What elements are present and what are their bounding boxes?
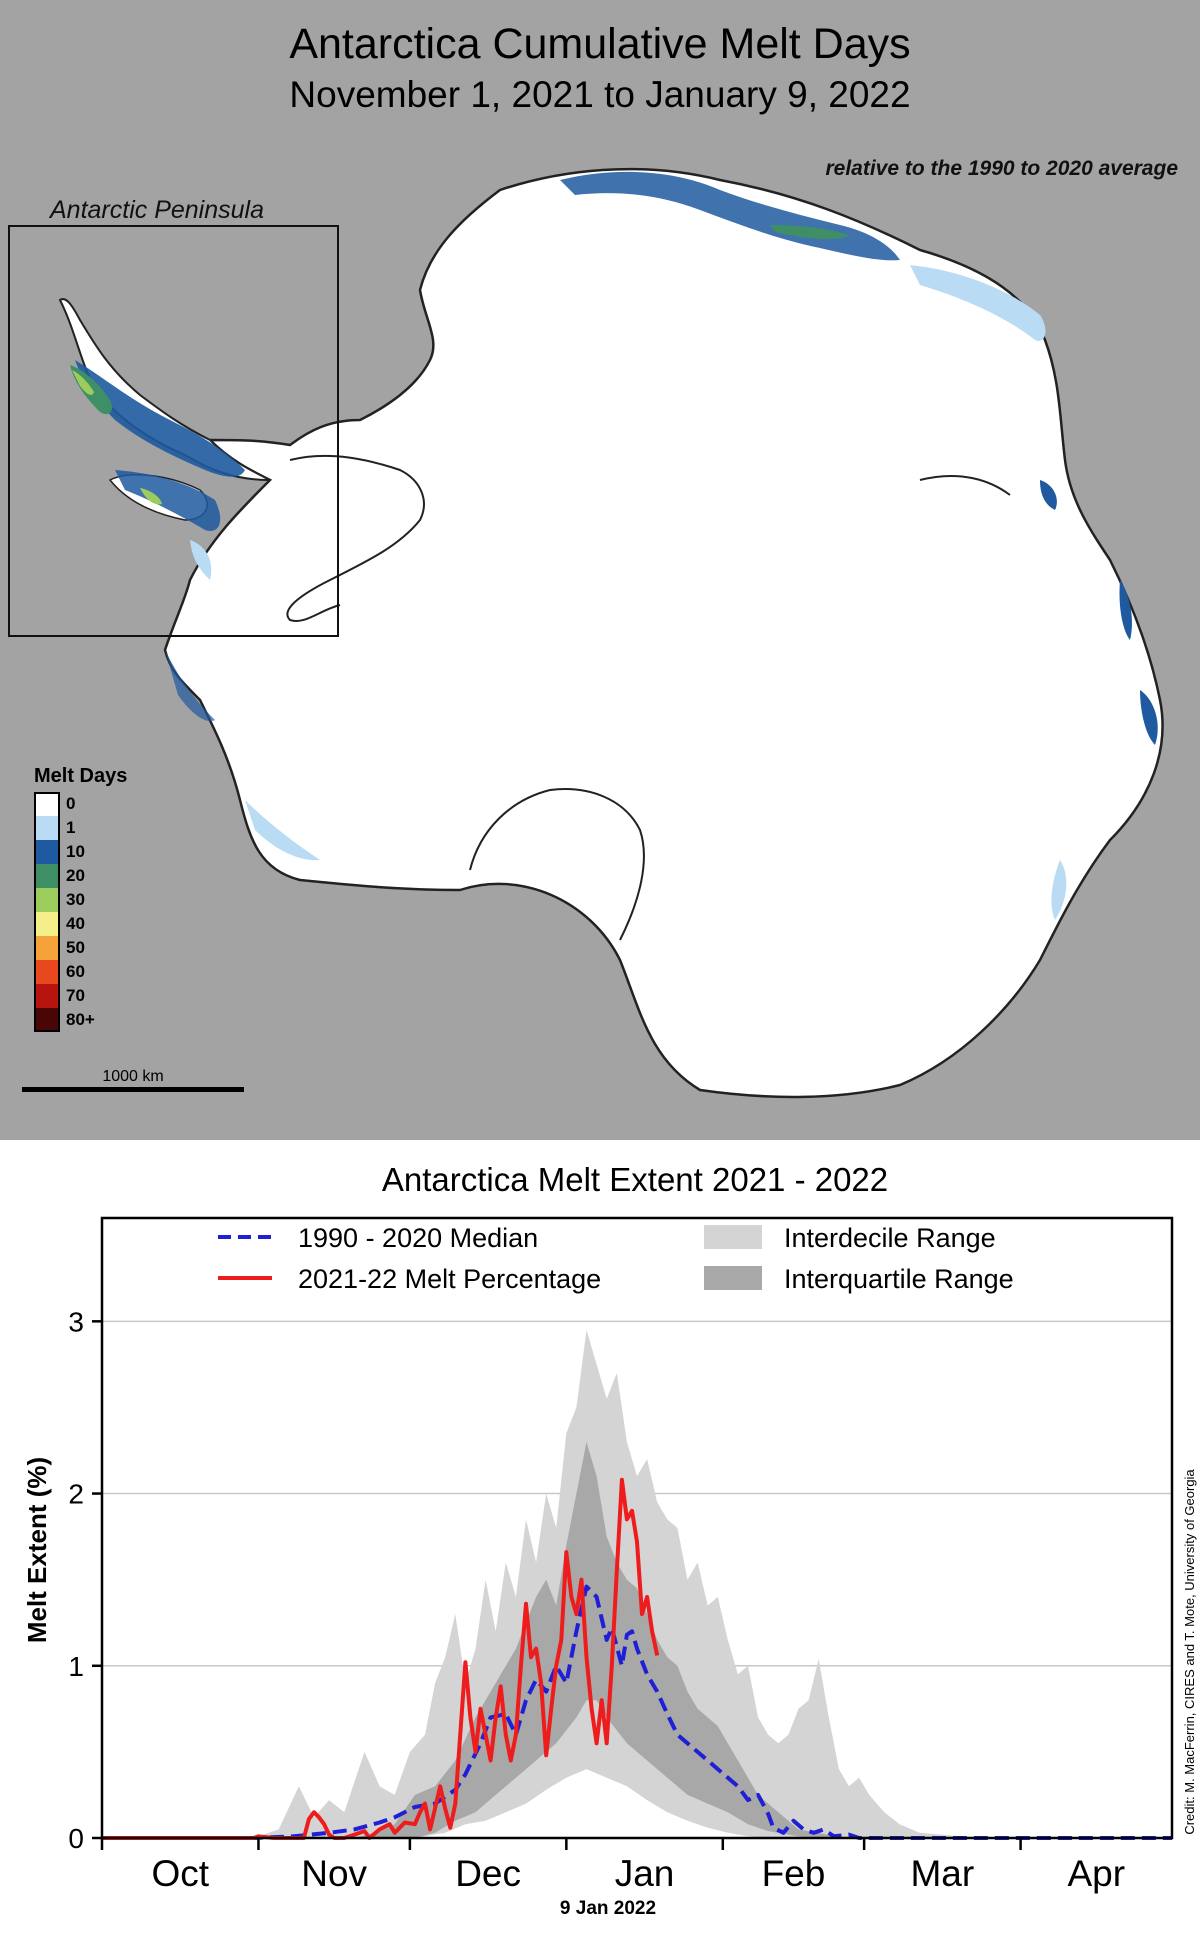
legend-label: 1 (66, 818, 76, 837)
legend-item: 80+ (34, 1008, 127, 1032)
legend-item: 30 (34, 888, 127, 912)
legend-item: 0 (34, 792, 127, 816)
melt-coast-west (165, 650, 215, 722)
plot-frame (100, 1216, 1174, 1840)
melt-days-legend: Melt Days 0 1 10 20 30 40 50 60 70 80+ (34, 765, 127, 1032)
legend-swatch (34, 816, 60, 840)
legend-swatch (34, 936, 60, 960)
x-month-label: Nov (301, 1853, 367, 1894)
legend-swatch (34, 960, 60, 984)
current-date-label: 9 Jan 2022 (560, 1898, 656, 1919)
x-month-label: Mar (910, 1853, 974, 1894)
legend-item: 20 (34, 864, 127, 888)
melt-peninsula-light (190, 540, 212, 580)
legend-swatch (34, 864, 60, 888)
map-subtitle: November 1, 2021 to January 9, 2022 (289, 74, 911, 115)
legend-swatch (34, 1008, 60, 1032)
legend-label: 40 (66, 914, 85, 933)
x-month-label: Feb (762, 1853, 826, 1894)
median-line (102, 1584, 1172, 1840)
legend-rows: 0 1 10 20 30 40 50 60 70 80+ (34, 792, 127, 1032)
y-tick-label: 1 (68, 1651, 84, 1682)
scale-bar-label: 1000 km (102, 1068, 164, 1085)
legend-item: 50 (34, 936, 127, 960)
scale-bar: 1000 km (22, 1068, 244, 1092)
melt-coast-southwest (245, 800, 320, 861)
legend-label: 10 (66, 842, 85, 861)
x-month-label: Dec (455, 1853, 521, 1894)
melt-peninsula-lower (115, 470, 221, 531)
chart-title: Antarctica Melt Extent 2021 - 2022 (382, 1161, 888, 1198)
amery-ice-shelf (919, 474, 1011, 496)
legend-title: Melt Days (34, 765, 128, 787)
legend-swatch (34, 984, 60, 1008)
melt-coast-north-green (770, 225, 850, 239)
map-panel: Antarctica Cumulative Melt Days November… (0, 0, 1200, 1140)
credit-label: Credit: M. MacFerrin, CIRES and T. Mote,… (1182, 1469, 1197, 1835)
legend-melt-label: 2021-22 Melt Percentage (298, 1264, 601, 1294)
scale-bar-line (22, 1087, 244, 1092)
legend-interquartile-swatch (704, 1266, 762, 1290)
interdecile-range-band (102, 1329, 1172, 1838)
melt-peninsula-blue (75, 360, 245, 477)
legend-item: 1 (34, 816, 127, 840)
peninsula-inset-box (8, 225, 339, 637)
melt-coast-east-2 (1140, 690, 1158, 745)
chart-panel: Antarctica Melt Extent 2021 - 2022 0 1 2 3 O… (0, 1140, 1200, 1948)
legend-interdecile-swatch (704, 1225, 762, 1249)
legend-label: 60 (66, 962, 85, 981)
melt-coast-northeast (910, 265, 1046, 341)
x-month-label: Jan (615, 1853, 675, 1894)
legend-interdecile-label: Interdecile Range (784, 1223, 996, 1253)
melt-coast-east-3 (1040, 480, 1057, 510)
ross-ice-shelf (469, 788, 645, 941)
legend-label: 70 (66, 986, 85, 1005)
legend-item: 70 (34, 984, 127, 1008)
legend-label: 0 (66, 794, 76, 813)
map-title: Antarctica Cumulative Melt Days (289, 20, 911, 68)
legend-item: 40 (34, 912, 127, 936)
y-axis-label: Melt Extent (%) (22, 1457, 52, 1643)
peninsula-label: Antarctic Peninsula (50, 196, 265, 224)
interquartile-range-band (102, 1441, 1172, 1838)
antarctica-map (8, 167, 1164, 1099)
antarctica-landmass (163, 167, 1164, 1099)
legend-label: 80+ (66, 1010, 95, 1029)
legend-swatch (34, 912, 60, 936)
x-month-label: Oct (151, 1853, 209, 1894)
melt-coast-east (1119, 580, 1132, 640)
legend-swatch (34, 792, 60, 816)
legend-median-label: 1990 - 2020 Median (298, 1223, 538, 1253)
plot-area: 0 1 2 3 Oct Nov Dec Jan Feb Mar Apr 1990 - 2020 Med… (68, 1216, 1174, 1894)
melt-extent-chart: Antarctica Melt Extent 2021 - 2022 0 1 2 3 O… (22, 1161, 1197, 1919)
melt-peninsula-yellowgreen (72, 370, 94, 395)
legend-interquartile-label: Interquartile Range (784, 1264, 1014, 1294)
y-tick-label: 3 (68, 1306, 84, 1337)
ronne-ice-shelf (286, 454, 425, 622)
legend-label: 30 (66, 890, 85, 909)
map-note: relative to the 1990 to 2020 average (825, 157, 1178, 180)
y-tick-label: 0 (68, 1823, 84, 1854)
legend-label: 50 (66, 938, 85, 957)
melt-peninsula-lower-green (140, 488, 162, 505)
legend-swatch (34, 840, 60, 864)
legend-item: 10 (34, 840, 127, 864)
x-month-label: Apr (1068, 1853, 1126, 1894)
melt-coast-southeast (1051, 860, 1067, 920)
y-tick-label: 2 (68, 1479, 84, 1510)
legend-item: 60 (34, 960, 127, 984)
legend-swatch (34, 888, 60, 912)
legend-label: 20 (66, 866, 85, 885)
